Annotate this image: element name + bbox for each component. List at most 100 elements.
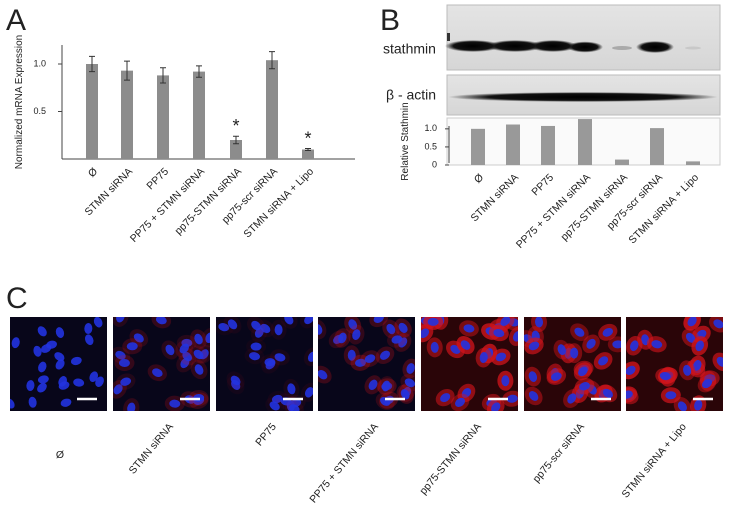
nucleus <box>495 352 507 362</box>
panel-label: C <box>6 282 28 315</box>
micrograph <box>318 317 415 411</box>
blot-actin <box>446 74 721 116</box>
nucleus <box>89 371 99 382</box>
nucleus <box>491 402 501 411</box>
nucleus <box>250 342 262 351</box>
nucleus <box>602 388 613 399</box>
nucleus <box>347 349 356 361</box>
nucleus <box>318 369 328 380</box>
bar <box>471 128 485 165</box>
nucleus <box>695 340 704 352</box>
nucleus <box>165 344 175 356</box>
nucleus <box>227 319 238 330</box>
nucleus <box>318 324 323 335</box>
bar <box>121 70 133 159</box>
nucleus <box>501 375 510 387</box>
nucleus <box>260 323 271 334</box>
nucleus <box>284 317 294 325</box>
nucleus <box>598 356 609 366</box>
nucleus <box>93 317 103 328</box>
nucleus <box>570 347 579 359</box>
micrograph <box>524 317 621 411</box>
micrograph <box>113 317 210 411</box>
x-tick-label: STMN siRNA + Lipo <box>626 171 701 246</box>
y-tick-label: 0 <box>432 159 437 169</box>
y-tick-label: 1.0 <box>33 58 46 68</box>
nucleus <box>513 331 518 342</box>
nucleus <box>564 347 573 359</box>
error-bar <box>124 60 130 81</box>
nucleus <box>304 317 313 325</box>
nucleus <box>218 323 230 332</box>
blot-label: stathmin <box>383 41 436 57</box>
error-bar <box>89 55 95 73</box>
bar <box>686 161 700 165</box>
nucleus <box>506 394 518 403</box>
bar <box>157 75 169 159</box>
nucleus <box>37 326 47 337</box>
nucleus <box>535 317 544 328</box>
nucleus <box>10 398 15 409</box>
error-bar <box>269 51 275 70</box>
nucleus <box>230 375 241 386</box>
error-bar <box>305 148 311 151</box>
image-label: PP75 + STMN siRNA <box>307 421 381 505</box>
nucleus <box>115 350 126 360</box>
nucleus <box>194 364 204 375</box>
x-tick-label: PP75 <box>144 165 171 192</box>
nucleus <box>55 359 65 370</box>
x-tick-label: pp75-STMN siRNA <box>172 166 244 238</box>
nucleus <box>381 380 391 392</box>
nucleus <box>249 352 260 361</box>
nucleus <box>304 387 313 398</box>
nucleus <box>528 391 539 401</box>
nucleus <box>373 317 384 324</box>
y-tick-label: 0.5 <box>33 106 46 116</box>
nucleus <box>60 398 72 407</box>
image-label: pp75-scr siRNA <box>530 421 586 485</box>
x-tick-label: Ø <box>86 166 100 180</box>
nucleus <box>364 354 376 363</box>
nucleus <box>118 358 130 367</box>
bar <box>230 140 242 159</box>
nucleus <box>271 394 283 404</box>
nucleus <box>116 317 125 323</box>
nucleus <box>716 356 723 367</box>
nucleus <box>551 372 562 381</box>
nucleus <box>54 352 65 362</box>
nucleus <box>355 358 366 367</box>
nucleus <box>113 384 123 395</box>
bar <box>541 125 555 165</box>
nucleus <box>338 332 347 344</box>
nucleus <box>528 371 538 383</box>
micrograph <box>10 317 107 411</box>
nucleus <box>651 340 663 349</box>
nucleus <box>379 350 390 360</box>
nucleus <box>55 327 65 338</box>
bar <box>578 119 592 165</box>
micrograph <box>421 317 518 411</box>
nucleus <box>84 334 94 346</box>
image-label: STMN siRNA + Lipo <box>620 421 689 501</box>
nucleus <box>683 364 692 376</box>
bar <box>86 64 98 159</box>
y-axis-label: Normalized mRNA Expression <box>14 35 25 170</box>
nucleus <box>612 340 621 349</box>
nucleus <box>46 340 58 349</box>
y-tick-label: 1.0 <box>424 123 437 133</box>
nucleus <box>455 397 466 407</box>
nucleus <box>665 391 677 400</box>
nucleus <box>269 401 280 411</box>
nucleus <box>528 341 540 351</box>
error-bar <box>196 65 202 78</box>
nucleus <box>133 333 144 343</box>
nucleus <box>398 322 408 333</box>
nucleus <box>579 382 590 391</box>
background <box>318 317 415 411</box>
nucleus <box>440 393 451 403</box>
bar <box>266 60 278 160</box>
nucleus <box>578 366 588 377</box>
nucleus <box>493 329 505 338</box>
nucleus <box>461 388 472 398</box>
